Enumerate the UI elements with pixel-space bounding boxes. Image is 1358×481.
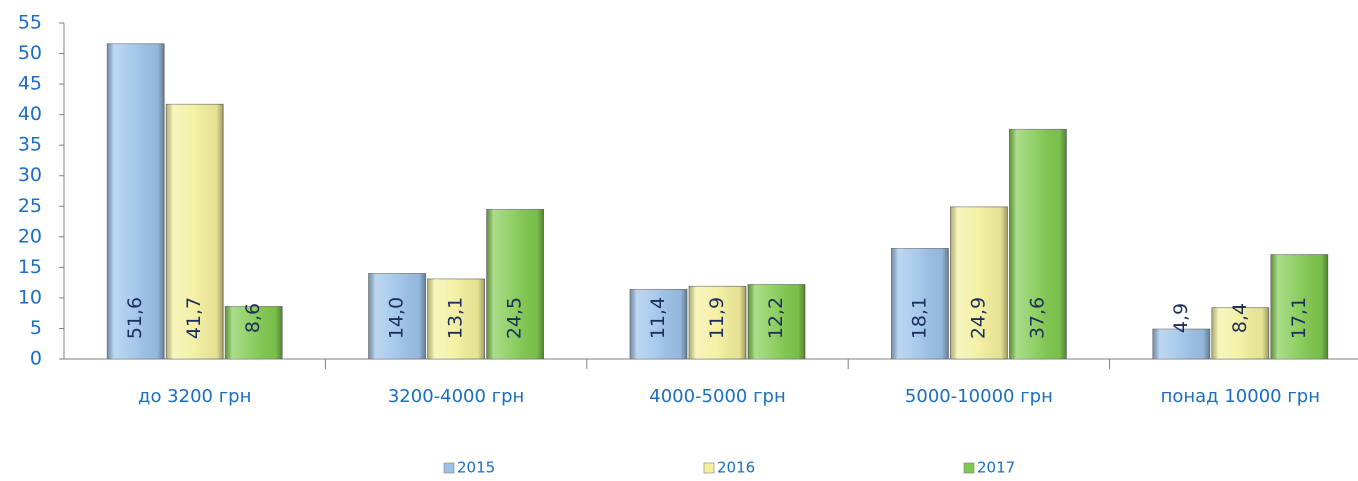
x-tick-label: понад 10000 грн xyxy=(1161,386,1320,407)
bar-bevel xyxy=(748,284,805,359)
y-tick-label: 0 xyxy=(30,348,42,370)
value-label: 8,4 xyxy=(1229,303,1251,333)
x-tick-label: 4000-5000 грн xyxy=(649,386,786,407)
value-label: 18,1 xyxy=(908,297,930,339)
bar-bevel xyxy=(891,248,949,359)
value-label: 17,1 xyxy=(1288,297,1310,339)
value-label: 14,0 xyxy=(386,297,408,339)
bar-bevel xyxy=(368,273,426,359)
legend-label: 2015 xyxy=(457,459,495,477)
y-tick-label: 25 xyxy=(18,195,42,217)
value-label: 11,9 xyxy=(706,297,728,339)
bar-bevel xyxy=(166,104,224,359)
y-tick-label: 15 xyxy=(18,256,42,278)
bar-bevel xyxy=(1009,129,1067,359)
bar-bevel xyxy=(950,206,1008,359)
x-tick-label: до 3200 грн xyxy=(138,386,251,407)
x-tick-label: 5000-10000 грн xyxy=(905,386,1053,407)
value-label: 8,6 xyxy=(242,303,264,333)
y-tick-label: 20 xyxy=(18,225,42,247)
value-label: 37,6 xyxy=(1026,297,1048,339)
y-tick-label: 30 xyxy=(18,164,42,186)
value-label: 13,1 xyxy=(445,297,467,339)
legend-swatch xyxy=(703,462,715,474)
value-label: 51,6 xyxy=(124,297,146,339)
bar-bevel xyxy=(1270,254,1328,359)
legend-swatch xyxy=(443,462,455,474)
bar-bevel xyxy=(427,278,485,359)
y-tick-label: 10 xyxy=(18,286,42,308)
y-tick-label: 50 xyxy=(18,42,42,64)
legend-label: 2016 xyxy=(717,459,755,477)
y-tick-label: 45 xyxy=(18,73,42,95)
x-tick-label: 3200-4000 грн xyxy=(388,386,525,407)
bar-bevel xyxy=(689,286,746,359)
value-label: 11,4 xyxy=(647,297,669,339)
value-label: 24,9 xyxy=(967,297,989,339)
value-label: 41,7 xyxy=(183,297,205,339)
bar-bevel xyxy=(225,306,283,359)
value-label: 4,9 xyxy=(1170,303,1192,333)
y-tick-label: 55 xyxy=(18,12,42,34)
bar-bevel xyxy=(630,289,687,359)
bar-bevel xyxy=(1211,307,1269,359)
bar-bevel xyxy=(486,209,544,359)
y-tick-label: 5 xyxy=(30,317,42,339)
legend-label: 2017 xyxy=(977,459,1015,477)
y-tick-label: 40 xyxy=(18,103,42,125)
value-label: 12,2 xyxy=(765,297,787,339)
bar-bevel xyxy=(107,43,165,360)
legend-swatch xyxy=(963,462,975,474)
value-label: 24,5 xyxy=(504,297,526,339)
y-tick-label: 35 xyxy=(18,134,42,156)
bar-bevel xyxy=(1152,329,1210,359)
